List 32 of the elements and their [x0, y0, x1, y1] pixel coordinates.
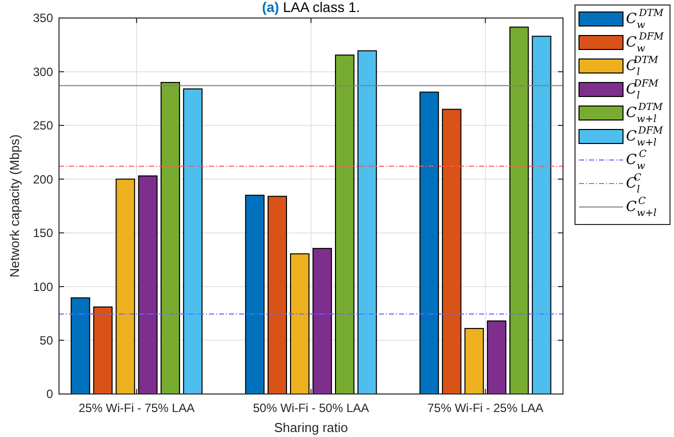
x-axis-title: Sharing ratio — [274, 420, 348, 435]
y-tick-label: 350 — [32, 11, 54, 26]
y-tick-label: 300 — [32, 64, 54, 79]
bar — [442, 108, 462, 394]
y-tick-label: 150 — [32, 226, 54, 240]
bar — [486, 320, 506, 394]
bar — [245, 194, 265, 394]
bar — [160, 82, 180, 394]
y-axis-title: Network capacity (Mbps) — [7, 134, 22, 278]
y-tick-label: 250 — [32, 118, 54, 133]
bar — [116, 178, 136, 394]
bar — [509, 26, 529, 394]
bar — [70, 297, 90, 394]
bar — [312, 248, 332, 394]
bar — [290, 253, 310, 394]
bar — [138, 175, 158, 394]
bar — [532, 36, 552, 394]
y-tick-label: 50 — [40, 333, 54, 348]
x-tick-label: 25% Wi-Fi - 75% LAA — [78, 401, 195, 415]
y-tick-label: 200 — [32, 172, 54, 186]
y-tick-label: 0 — [46, 387, 54, 402]
bar — [93, 306, 113, 394]
x-tick-label: 75% Wi-Fi - 25% LAA — [427, 401, 544, 415]
bar — [464, 328, 484, 394]
bar — [334, 54, 354, 394]
chart-title: (a) LAA class 1. — [262, 0, 360, 15]
bar — [268, 196, 288, 394]
bar — [183, 88, 203, 394]
x-tick-label: 50% Wi-Fi - 50% LAA — [252, 401, 370, 415]
y-tick-label: 100 — [32, 280, 54, 294]
bar — [357, 50, 377, 394]
bar — [419, 92, 439, 394]
